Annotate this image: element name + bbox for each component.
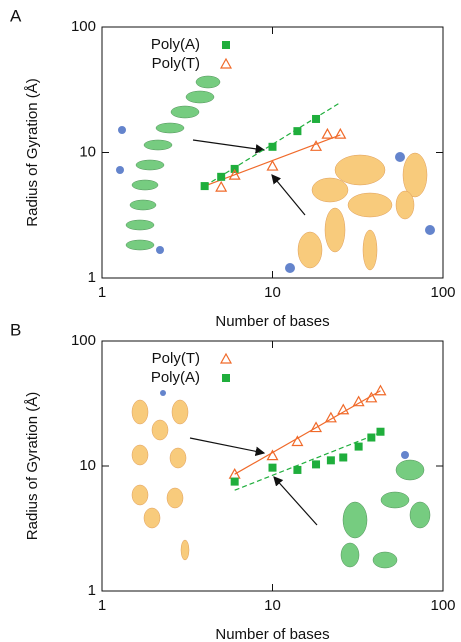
point [291, 435, 304, 447]
y-tick-label: 100 [71, 332, 96, 349]
point [310, 140, 323, 151]
point [293, 127, 302, 136]
y-axis-title: Radius of Gyration (Å) [24, 392, 41, 540]
y-tick-label: 1 [88, 582, 96, 599]
panel-label: A [10, 6, 22, 25]
point [312, 114, 321, 123]
legend-label: Poly(T) [152, 350, 200, 367]
point [324, 411, 337, 423]
point [217, 172, 226, 181]
x-tick-label: 10 [264, 284, 281, 301]
point [268, 463, 277, 472]
point [367, 433, 376, 442]
legend-marker [219, 57, 233, 69]
point [326, 456, 335, 465]
y-axis-title: Radius of Gyration (Å) [24, 78, 41, 226]
point [339, 453, 348, 462]
point [354, 442, 363, 451]
point [268, 142, 277, 151]
point [365, 391, 378, 403]
point [228, 168, 241, 180]
point [266, 449, 279, 461]
annotation-arrows [189, 139, 318, 526]
y-tick-label: 10 [79, 143, 96, 160]
point [376, 427, 385, 436]
fit-line [234, 432, 381, 491]
x-tick-label: 100 [430, 284, 455, 301]
point [215, 180, 228, 192]
fit-line [234, 390, 381, 475]
y-tick-label: 10 [79, 457, 96, 474]
point [312, 460, 321, 469]
point [230, 164, 239, 173]
legend-label: Poly(A) [151, 369, 200, 386]
legend-marker [222, 41, 230, 49]
x-tick-label: 1 [98, 597, 106, 614]
point [230, 477, 239, 486]
legend-marker [219, 352, 233, 364]
point [337, 403, 350, 415]
x-axis-title: Number of bases [215, 626, 329, 642]
y-tick-label: 100 [71, 18, 96, 35]
legend-label: Poly(T) [152, 55, 200, 72]
legend-label: Poly(A) [151, 36, 200, 53]
point [310, 421, 323, 433]
point [200, 182, 209, 191]
point [334, 127, 347, 139]
molecule-illustrations [116, 75, 435, 569]
point [293, 465, 302, 474]
y-tick-label: 1 [88, 269, 96, 286]
x-axis-title: Number of bases [215, 313, 329, 330]
x-tick-label: 1 [98, 284, 106, 301]
point [266, 159, 279, 171]
panel-label: B [10, 320, 21, 339]
point [321, 127, 334, 139]
point [352, 395, 365, 407]
x-tick-label: 100 [430, 597, 455, 614]
point [374, 384, 387, 396]
legend-marker [222, 374, 230, 382]
x-tick-label: 10 [264, 597, 281, 614]
